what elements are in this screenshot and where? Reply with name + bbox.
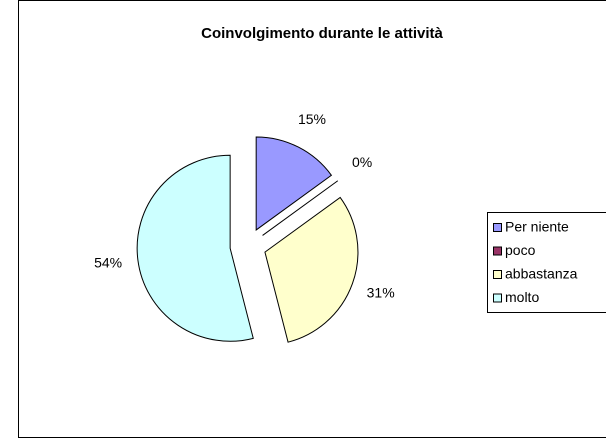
legend-swatch	[493, 246, 502, 256]
chart-title: Coinvolgimento durante le attività	[201, 25, 443, 42]
data-label: 31%	[367, 284, 395, 300]
legend-label: abbastanza	[505, 266, 578, 282]
pie-slice	[264, 196, 359, 343]
legend-swatch	[493, 270, 502, 279]
legend-swatch	[493, 293, 502, 303]
data-label: 54%	[94, 254, 122, 270]
legend-label: Per niente	[505, 219, 569, 235]
pie-slice	[136, 154, 254, 342]
legend-label: molto	[505, 289, 539, 305]
legend-box	[487, 212, 606, 313]
data-label: 0%	[352, 154, 372, 170]
data-label: 15%	[298, 111, 326, 127]
legend-swatch	[493, 223, 502, 232]
legend-label: poco	[505, 242, 536, 258]
pie-slice	[255, 136, 333, 231]
